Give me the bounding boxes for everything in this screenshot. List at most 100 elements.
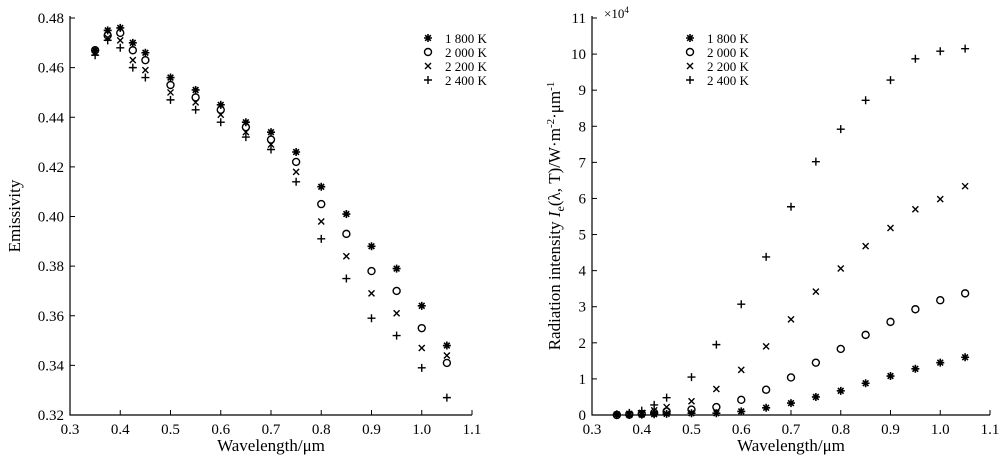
left-ytick-label: 0.32 xyxy=(38,408,64,424)
cross-marker xyxy=(267,141,275,149)
asterisk-core xyxy=(714,411,719,415)
asterisk-core xyxy=(863,381,868,386)
left-point-asterisk xyxy=(392,264,401,273)
asterisk-core xyxy=(319,184,324,189)
right-legend-label: 2 400 K xyxy=(707,73,750,88)
left-point-cross xyxy=(242,128,250,136)
right-legend-label: 2 200 K xyxy=(707,59,750,74)
left-ytick-label: 0.34 xyxy=(38,358,65,374)
right-point-circle xyxy=(786,373,796,382)
left-point-circle xyxy=(417,323,426,333)
right-ytick-label: 10 xyxy=(571,47,586,63)
cross-marker xyxy=(192,98,200,106)
cross-marker xyxy=(837,264,845,272)
asterisk-core xyxy=(131,41,135,45)
right-point-asterisk xyxy=(961,353,970,362)
cross-marker xyxy=(961,182,969,190)
left-point-cross xyxy=(129,56,137,64)
plus-marker xyxy=(712,340,721,349)
left-point-plus xyxy=(116,43,125,52)
circle-marker xyxy=(685,47,695,57)
left-point-circle xyxy=(216,105,225,115)
cross-marker xyxy=(663,403,671,411)
asterisk-core xyxy=(445,343,449,348)
cross-marker xyxy=(688,397,695,405)
plus-marker xyxy=(116,43,125,52)
left-legend-marker xyxy=(424,62,432,70)
cross-marker xyxy=(686,62,694,70)
asterisk-core xyxy=(193,88,198,92)
left-ylabel: Emissivity xyxy=(5,179,24,252)
circle-marker xyxy=(317,199,326,209)
asterisk-core xyxy=(652,412,656,417)
left-axes xyxy=(69,16,472,416)
right-point-circle xyxy=(737,395,746,405)
cross-marker xyxy=(650,406,658,414)
circle-marker xyxy=(911,305,920,314)
left-point-circle xyxy=(191,93,200,102)
right-point-plus xyxy=(961,44,970,53)
right-point-plus xyxy=(612,410,621,419)
asterisk-core xyxy=(688,36,692,40)
right-point-cross xyxy=(887,224,894,232)
right-point-asterisk xyxy=(650,410,659,419)
left-point-plus xyxy=(392,331,401,340)
cross-marker xyxy=(129,56,137,64)
circle-marker xyxy=(786,373,796,382)
right-xtick-label: 0.8 xyxy=(831,422,850,438)
plus-marker xyxy=(367,314,376,323)
circle-marker xyxy=(960,289,970,298)
left-point-cross xyxy=(443,351,451,359)
left-point-plus xyxy=(166,95,175,104)
left-point-cross xyxy=(267,141,275,149)
left-point-circle xyxy=(166,80,175,90)
circle-marker xyxy=(116,28,125,38)
right-point-asterisk xyxy=(936,358,945,367)
left-point-plus xyxy=(292,177,301,186)
right-point-cross xyxy=(862,242,870,250)
right-point-asterisk xyxy=(737,407,746,416)
plus-marker xyxy=(417,363,426,372)
left-point-cross xyxy=(192,98,200,106)
left-point-circle xyxy=(116,28,125,38)
cross-marker xyxy=(787,315,795,323)
right-ylabel: Radiation intensity Ie(λ, T)/W·m-2·μm-1 xyxy=(545,82,567,351)
circle-marker xyxy=(861,330,870,340)
plus-marker xyxy=(141,73,150,82)
cross-marker xyxy=(762,342,770,350)
plus-marker xyxy=(637,406,646,415)
right-xlabel: Wavelength/μm xyxy=(737,436,845,455)
circle-marker xyxy=(241,122,251,132)
asterisk-core xyxy=(294,150,298,154)
right-point-plus xyxy=(836,125,845,134)
circle-marker xyxy=(216,105,225,115)
plus-marker xyxy=(961,44,970,53)
asterisk-core xyxy=(963,355,967,360)
left-point-circle xyxy=(342,229,351,239)
right-point-cross xyxy=(712,385,720,393)
plus-marker xyxy=(292,177,301,186)
plus-marker xyxy=(762,252,771,261)
left-ytick-label: 0.36 xyxy=(38,309,65,325)
left-xtick-label: 1.1 xyxy=(463,422,482,438)
right-ytick-label: 2 xyxy=(579,336,587,352)
right-point-cross xyxy=(688,397,695,405)
left-point-circle xyxy=(442,358,452,368)
asterisk-core xyxy=(394,266,399,271)
right-xtick-label: 0.7 xyxy=(782,422,801,438)
left-point-plus xyxy=(141,73,150,82)
left-point-circle xyxy=(367,266,376,276)
circle-marker xyxy=(423,47,433,57)
left-point-plus xyxy=(216,118,225,127)
asterisk-core xyxy=(789,401,793,405)
right-point-asterisk xyxy=(712,409,721,418)
right-xtick-label: 0.3 xyxy=(583,422,602,438)
cross-marker xyxy=(911,205,919,213)
right-point-cross xyxy=(650,406,658,414)
right-xtick-label: 0.6 xyxy=(732,422,751,438)
asterisk-core xyxy=(814,395,818,399)
cross-marker xyxy=(342,252,350,260)
left-point-cross xyxy=(317,217,325,225)
left-point-plus xyxy=(241,133,250,142)
